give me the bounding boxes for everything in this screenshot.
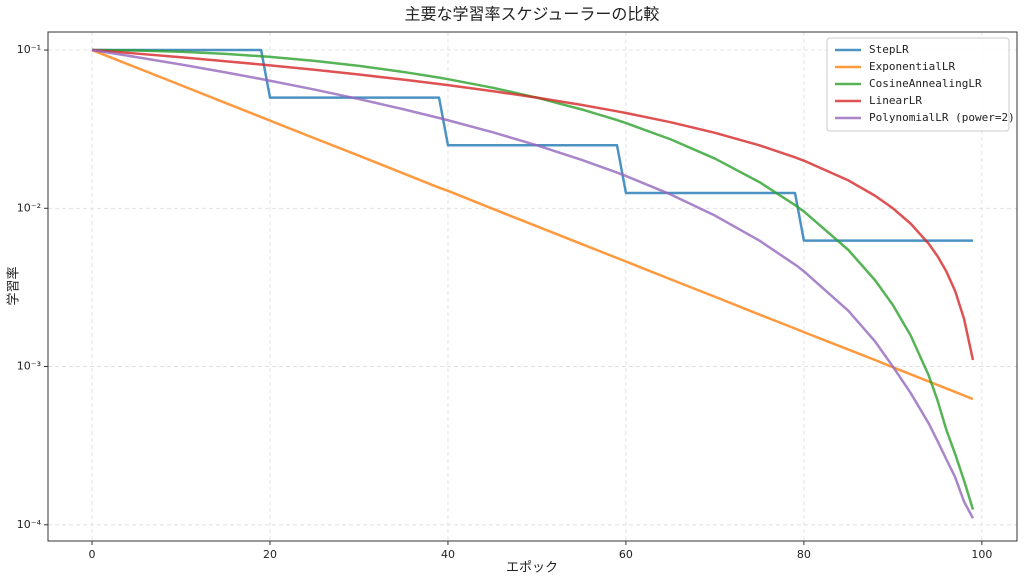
plot-frame xyxy=(47,31,1018,542)
legend-label: CosineAnnealingLR xyxy=(869,77,982,90)
y-tick-label: 10⁻¹ xyxy=(17,43,41,56)
x-tick-label: 100 xyxy=(971,548,992,561)
x-tick-label: 40 xyxy=(441,548,455,561)
y-tick-label: 10⁻² xyxy=(17,201,41,214)
x-axis-label: エポック xyxy=(506,561,558,576)
legend-label: LinearLR xyxy=(869,94,922,107)
legend-label: PolynomialLR (power=2) xyxy=(869,111,1015,124)
x-tick-label: 80 xyxy=(797,548,811,561)
legend-label: ExponentialLR xyxy=(869,60,955,73)
legend: StepLR ExponentialLR CosineAnnealingLR Line… xyxy=(826,37,1015,132)
series-line xyxy=(91,48,975,361)
series-line xyxy=(92,48,973,242)
x-tick-label: 0 xyxy=(89,548,96,561)
legend-label: StepLR xyxy=(869,43,909,56)
y-tick-label: 10⁻⁴ xyxy=(17,518,42,531)
series-line xyxy=(91,48,974,401)
x-tick-label: 60 xyxy=(619,548,633,561)
chart-title: 主要な学習率スケジューラーの比較 xyxy=(405,5,660,24)
x-tick-label: 20 xyxy=(263,548,277,561)
series-line xyxy=(92,48,975,510)
y-tick-label: 10⁻³ xyxy=(17,360,41,373)
y-axis-label: 学習率 xyxy=(6,266,22,305)
series-line xyxy=(91,48,975,519)
legend-box xyxy=(826,37,1010,132)
